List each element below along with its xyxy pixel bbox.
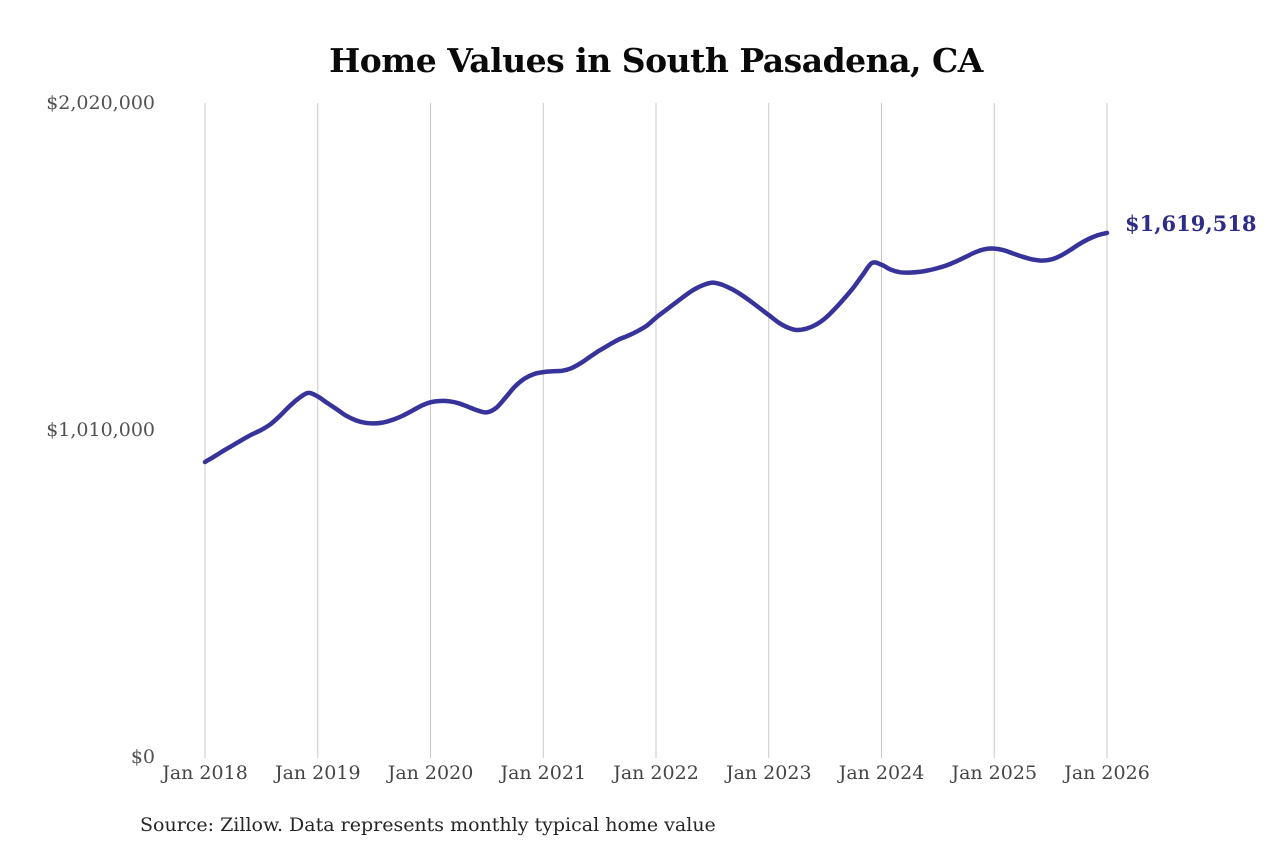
x-tick-label: Jan 2024 <box>838 762 925 784</box>
x-tick-label: Jan 2023 <box>725 762 812 784</box>
x-tick-label: Jan 2026 <box>1064 762 1150 784</box>
y-tick-label-zero: $0 <box>130 746 155 768</box>
end-value-label: $1,619,518 <box>1125 211 1257 236</box>
x-tick-label: Jan 2018 <box>162 762 248 784</box>
x-tick-label: Jan 2025 <box>951 762 1038 784</box>
chart-title: Home Values in South Pasadena, CA <box>329 41 983 80</box>
x-tick-label: Jan 2021 <box>500 762 587 784</box>
y-tick-label-max: $2,020,000 <box>46 92 155 114</box>
x-tick-label: Jan 2022 <box>613 762 699 784</box>
y-tick-label-mid: $1,010,000 <box>46 419 155 441</box>
source-note: Source: Zillow. Data represents monthly … <box>140 814 716 836</box>
x-tick-label: Jan 2020 <box>387 762 474 784</box>
x-tick-label: Jan 2019 <box>274 762 361 784</box>
home-value-line <box>202 230 1110 465</box>
